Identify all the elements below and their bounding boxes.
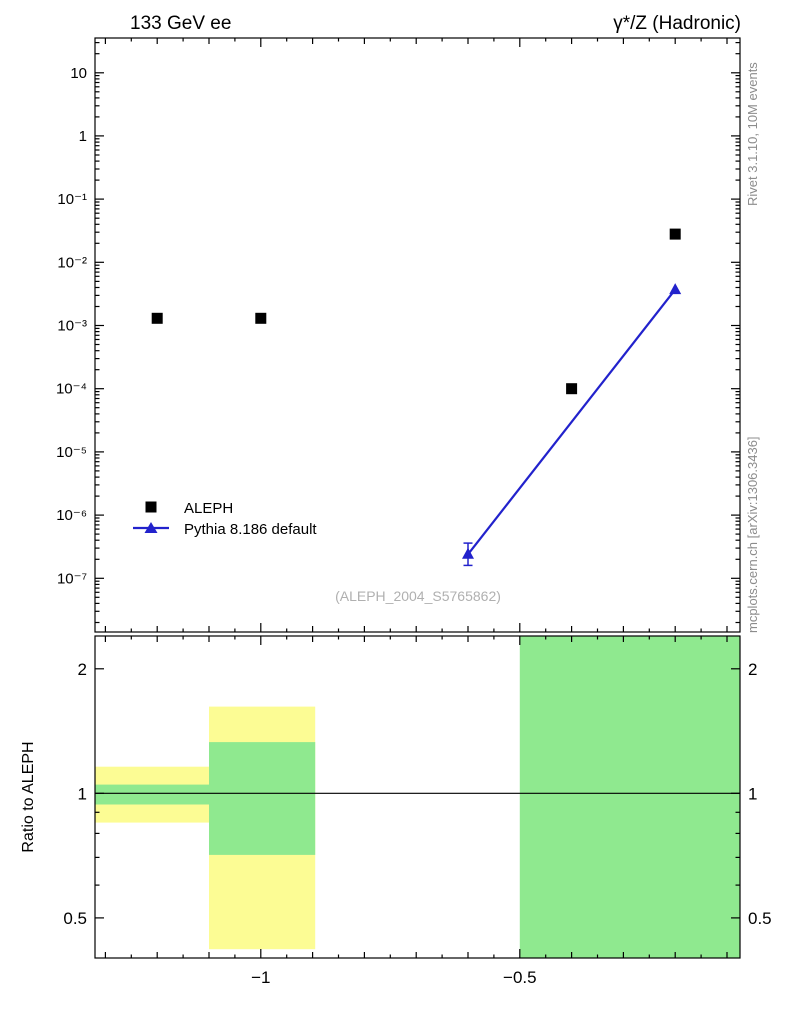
y-tick-label: 10⁻³ <box>57 318 87 335</box>
data-point-3 <box>669 228 681 240</box>
mc-point-0 <box>462 547 474 559</box>
ratio-axis-title: Ratio to ALEPH <box>20 741 37 852</box>
ratio-y-tick-label-left: 1 <box>78 784 87 803</box>
x-tick-label: −0.5 <box>503 968 537 987</box>
y-tick-label: 10⁻⁴ <box>56 381 87 398</box>
ratio-y-tick-label-right: 2 <box>748 660 757 679</box>
ratio-y-tick-label-left: 0.5 <box>63 909 87 928</box>
title-process: γ*/Z (Hadronic) <box>613 13 741 34</box>
ratio-panel-frame <box>94 635 741 959</box>
main-panel-frame <box>94 37 741 633</box>
ratio-y-tick-label-right: 1 <box>748 784 757 803</box>
y-tick-label: 10⁻¹ <box>57 191 87 208</box>
legend-label-data: ALEPH <box>184 500 233 517</box>
analysis-id-watermark: (ALEPH_2004_S5765862) <box>335 588 501 604</box>
legend-marker-mc-triangle <box>144 522 158 533</box>
y-tick-label: 10⁻² <box>57 254 87 271</box>
legend-marker-data-square <box>145 501 157 513</box>
ratio-band-inner-2 <box>519 636 740 958</box>
rivet-version-note: Rivet 3.1.10, 10M events <box>745 62 760 206</box>
mcplots-citation-note: mcplots.cern.ch [arXiv:1306.3436] <box>745 436 760 633</box>
ratio-band-inner-0 <box>95 784 209 805</box>
legend: ALEPH Pythia 8.186 default <box>133 500 317 538</box>
x-tick-label: −1 <box>251 968 270 987</box>
title-beam-energy: 133 GeV ee <box>130 13 231 34</box>
ratio-band-inner-1 <box>209 742 316 855</box>
data-point-2 <box>566 383 578 395</box>
mc-point-1 <box>669 283 682 295</box>
ratio-y-tick-label-right: 0.5 <box>748 909 772 928</box>
ratio-y-tick-label-left: 2 <box>78 660 87 679</box>
y-tick-label: 10⁻⁶ <box>56 507 87 524</box>
y-tick-label: 1 <box>79 128 87 145</box>
legend-label-mc: Pythia 8.186 default <box>184 521 317 538</box>
y-tick-label: 10 <box>70 65 87 82</box>
plot-graphics: −1 −0.5 10 1 10⁻¹ 10⁻² 10⁻³ 10⁻⁴ 10⁻⁵ 10⁻⁶ 10⁻⁷ 0.5… <box>56 37 772 987</box>
y-tick-label: 10⁻⁵ <box>56 444 87 461</box>
data-point-0 <box>151 312 163 324</box>
mc-curve <box>467 288 677 555</box>
y-tick-label: 10⁻⁷ <box>57 570 87 587</box>
data-point-1 <box>255 312 267 324</box>
